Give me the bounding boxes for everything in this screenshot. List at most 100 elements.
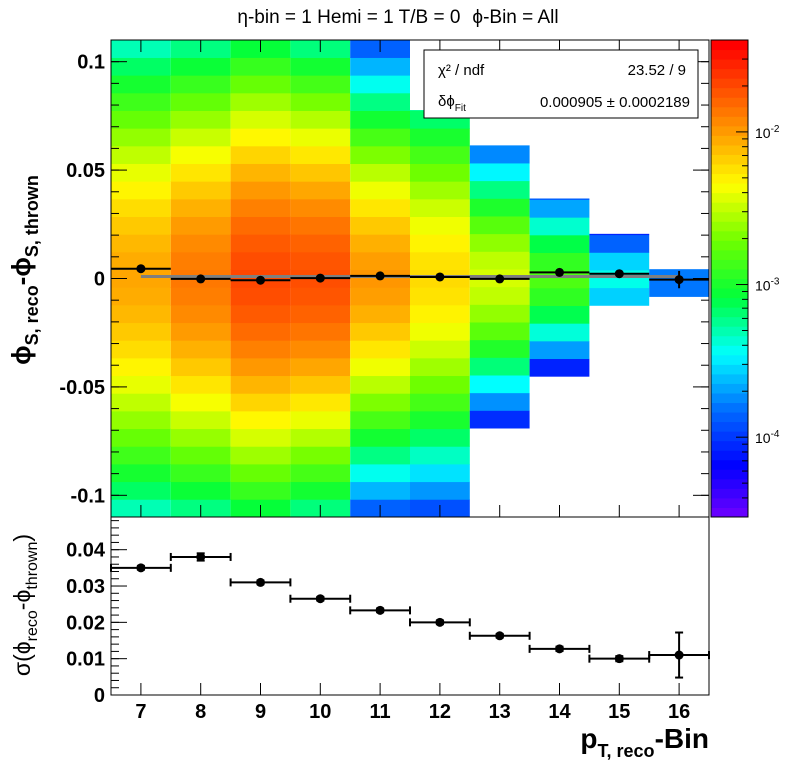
heatmap-cell bbox=[410, 304, 470, 324]
heatmap-cell bbox=[350, 375, 410, 394]
bottom-plot-frame bbox=[110, 516, 710, 696]
heatmap-cell bbox=[170, 340, 231, 359]
profile-points-layer bbox=[111, 264, 709, 289]
bottom-x-tick-label: 10 bbox=[309, 701, 331, 723]
title-end: -Bin = All bbox=[483, 7, 559, 28]
palette-swatch bbox=[711, 135, 748, 146]
palette-swatch bbox=[711, 354, 748, 365]
heatmap-cell bbox=[410, 481, 470, 500]
heatmap-cell bbox=[111, 481, 171, 500]
heatmap-cell bbox=[111, 393, 171, 412]
top-y-axis: 0.1 0.05 0 -0.05 -0.1 bbox=[59, 39, 709, 518]
heatmap-cell bbox=[170, 234, 231, 253]
palette-swatch bbox=[711, 297, 748, 308]
bottom-x-axis: 7 8 9 10 11 12 13 14 15 16 bbox=[135, 683, 690, 723]
palette-swatch bbox=[711, 392, 748, 404]
heatmap-cell bbox=[469, 339, 530, 358]
bottom-x-tick-label: 9 bbox=[255, 701, 266, 723]
heatmap-cell bbox=[529, 234, 590, 253]
heatmap-cell bbox=[410, 322, 470, 341]
heatmap-cell bbox=[350, 287, 410, 306]
heatmap-cell bbox=[290, 128, 351, 147]
palette-swatch bbox=[711, 469, 748, 480]
profile-point bbox=[614, 269, 624, 279]
heatmap-cell bbox=[350, 75, 410, 94]
heatmap-cell bbox=[111, 163, 171, 182]
heatmap-cell bbox=[529, 217, 590, 236]
heatmap-cell bbox=[410, 357, 470, 377]
heatmap-cell bbox=[410, 216, 470, 235]
heatmap-cell bbox=[529, 340, 590, 360]
palette-swatch bbox=[711, 412, 748, 423]
palette-swatch bbox=[711, 116, 748, 127]
bottom-y-axis: 0 0.01 0.02 0.03 0.04 bbox=[66, 520, 127, 707]
heatmap-cell bbox=[469, 286, 530, 305]
palette-tick-label: 10-3 bbox=[755, 277, 780, 294]
heatmap-cell bbox=[410, 393, 470, 412]
profile-point bbox=[375, 271, 385, 281]
palette-swatch bbox=[711, 459, 748, 470]
heatmap-cell bbox=[111, 216, 171, 235]
heatmap-cell bbox=[111, 92, 171, 111]
heatmap-cell bbox=[170, 428, 231, 447]
palette-swatch bbox=[711, 183, 748, 194]
color-palette bbox=[711, 40, 748, 518]
heatmap-cell bbox=[290, 198, 351, 217]
stats-dphi-value: 0.000905 ± 0.0002189 bbox=[540, 94, 690, 111]
yt-a-sub: S, reco bbox=[22, 285, 42, 345]
palette-swatch bbox=[711, 78, 748, 89]
heatmap-cell bbox=[589, 252, 650, 271]
heatmap-cell bbox=[350, 92, 410, 111]
chart-title: η-bin = 1 Hemi = 1 T/B = 0 ϕ-Bin = All bbox=[237, 7, 558, 28]
heatmap-cell bbox=[350, 446, 410, 465]
yt-b-main: -ϕ bbox=[6, 257, 36, 285]
palette-swatch bbox=[711, 440, 748, 451]
heatmap-cell bbox=[111, 145, 171, 164]
heatmap-cell bbox=[111, 375, 171, 394]
heatmap-cell bbox=[410, 163, 470, 182]
heatmap-cell bbox=[170, 57, 231, 76]
heatmap-cell bbox=[469, 216, 530, 235]
bottom-x-tick-label: 7 bbox=[135, 701, 146, 723]
heatmap-cell bbox=[290, 446, 351, 465]
sigma-point bbox=[256, 577, 265, 587]
heatmap-cell bbox=[469, 163, 530, 182]
heatmap-cell bbox=[290, 163, 351, 182]
byt-main: σ(ϕ bbox=[9, 641, 35, 676]
heatmap-cell bbox=[170, 163, 231, 182]
profile-point bbox=[196, 274, 206, 284]
palette-tick-exp: -2 bbox=[771, 124, 780, 135]
palette-swatch bbox=[711, 40, 748, 51]
heatmap-cell bbox=[230, 251, 291, 271]
bottom-y-tick-label: 0.01 bbox=[66, 649, 105, 671]
heatmap-cell bbox=[290, 75, 351, 94]
heatmap-cell bbox=[290, 357, 351, 377]
yt-b-sub: S, thrown bbox=[22, 175, 42, 257]
profile-point bbox=[256, 275, 265, 285]
stats-dphi-sub: Fit bbox=[455, 103, 466, 114]
heatmap-cell bbox=[410, 428, 470, 447]
heatmap-cell bbox=[410, 446, 470, 465]
top-y-axis-title: ϕS, reco-ϕS, thrown bbox=[6, 175, 42, 365]
heatmap-cell bbox=[230, 92, 291, 111]
heatmap-cell bbox=[170, 375, 231, 394]
heatmap-cell bbox=[350, 128, 410, 147]
palette-swatch bbox=[711, 202, 748, 213]
heatmap-cell bbox=[111, 428, 171, 447]
heatmap-cell bbox=[529, 270, 590, 289]
byt-end: ) bbox=[9, 534, 35, 542]
heatmap-cell bbox=[469, 145, 530, 164]
palette-swatch bbox=[711, 278, 748, 289]
palette-swatch bbox=[711, 97, 748, 108]
heatmap-cell bbox=[230, 287, 291, 306]
heatmap-cell bbox=[350, 216, 410, 235]
palette-swatch bbox=[711, 450, 748, 461]
heatmap-cell bbox=[469, 233, 530, 252]
heatmap-cell bbox=[350, 251, 410, 271]
sigma-points-layer bbox=[110, 552, 710, 679]
heatmap-cell bbox=[410, 145, 470, 164]
bottom-x-tick-label: 12 bbox=[429, 701, 451, 723]
palette-tick-base: 10 bbox=[755, 278, 771, 294]
heatmap-cell bbox=[529, 323, 590, 342]
heatmap-cell bbox=[170, 304, 231, 324]
